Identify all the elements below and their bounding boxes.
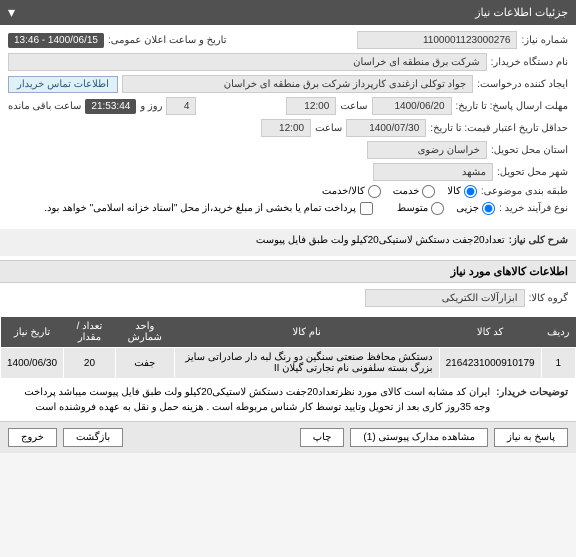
radio-pt-medium[interactable] [431, 202, 444, 215]
time-label-1: ساعت [340, 101, 367, 112]
contact-buyer-button[interactable]: اطلاعات تماس خریدار [8, 76, 118, 93]
buyer-notes-label: توضیحات خریدار: [496, 385, 568, 400]
time-label-2: ساعت [315, 123, 342, 134]
items-table: ردیف کد کالا نام کالا واحد شمارش تعداد /… [0, 317, 576, 379]
radio-both[interactable] [368, 185, 381, 198]
col-date: تاریخ نیاز [1, 317, 64, 348]
payment-note: پرداخت تمام یا بخشی از مبلغ خرید،از محل … [44, 203, 356, 214]
panel-title: جزئیات اطلاعات نیاز [475, 6, 568, 19]
cat3-label: کالا/خدمت [322, 186, 365, 197]
col-row: ردیف [541, 317, 575, 348]
valid-time: 12:00 [261, 119, 311, 137]
payment-checkbox[interactable] [360, 202, 373, 215]
category-option-both[interactable]: کالا/خدمت [322, 185, 381, 198]
purchase-type-group: جزیی متوسط [397, 202, 495, 215]
radio-service[interactable] [422, 185, 435, 198]
table-row: 1 2164231000910179 دستکش محافظ صنعتی سنگ… [1, 348, 576, 379]
cell-date: 1400/06/30 [1, 348, 64, 379]
deadline-label: مهلت ارسال پاسخ: تا تاریخ: [456, 101, 568, 112]
requester-label: ایجاد کننده درخواست: [477, 79, 568, 90]
need-number-value: 1100001123000276 [357, 31, 517, 49]
reply-button[interactable]: پاسخ به نیاز [494, 428, 568, 447]
pt1-label: جزیی [456, 203, 479, 214]
remain-value: 21:53:44 [85, 99, 136, 114]
province-value: خراسان رضوی [367, 141, 487, 159]
pt-option-small[interactable]: جزیی [456, 202, 495, 215]
buyer-value: شرکت برق منطقه ای خراسان [8, 53, 487, 71]
radio-goods[interactable] [464, 185, 477, 198]
radio-pt-small[interactable] [482, 202, 495, 215]
group-value: ابزارآلات الکتریکی [365, 289, 525, 307]
summary-box: شرح کلی نیاز: تعداد20جفت دستکش لاستیکی20… [0, 229, 576, 256]
buyer-label: نام دستگاه خریدار: [491, 57, 568, 68]
details-section: شماره نیاز: 1100001123000276 تاریخ و ساع… [0, 25, 576, 225]
deadline-date: 1400/06/20 [372, 97, 452, 115]
deadline-time: 12:00 [286, 97, 336, 115]
days-value: 4 [166, 97, 196, 115]
category-option-service[interactable]: خدمت [393, 185, 436, 198]
days-label: روز و [140, 101, 162, 112]
attachments-button[interactable]: مشاهده مدارک پیوستی (1) [350, 428, 488, 447]
category-radio-group: کالا خدمت کالا/خدمت [322, 185, 477, 198]
goods-header: اطلاعات کالاهای مورد نیاز [0, 260, 576, 283]
print-button[interactable]: چاپ [300, 428, 345, 447]
province-label: استان محل تحویل: [491, 145, 568, 156]
public-announce-label: تاریخ و ساعت اعلان عمومی: [108, 35, 227, 46]
cell-name: دستکش محافظ صنعتی سنگین دو رنگ لبه دار ص… [174, 348, 439, 379]
cell-code: 2164231000910179 [439, 348, 541, 379]
buyer-notes-section: توضیحات خریدار: ایران کد مشابه است کالای… [0, 379, 576, 421]
city-value: مشهد [373, 163, 493, 181]
pt2-label: متوسط [397, 203, 428, 214]
col-code: کد کالا [439, 317, 541, 348]
cell-row: 1 [541, 348, 575, 379]
requester-value: جواد توکلی ازغندی کارپرداز شرکت برق منطق… [122, 75, 473, 93]
summary-title-value: تعداد20جفت دستکش لاستیکی20کیلو ولت طبق ف… [256, 235, 505, 246]
panel-header: جزئیات اطلاعات نیاز ▾ [0, 0, 576, 25]
summary-title-label: شرح کلی نیاز: [509, 235, 568, 246]
col-unit: واحد شمارش [115, 317, 174, 348]
pt-option-medium[interactable]: متوسط [397, 202, 444, 215]
category-label: طبقه بندی موضوعی: [481, 186, 568, 197]
cell-unit: جفت [115, 348, 174, 379]
footer-actions: پاسخ به نیاز مشاهده مدارک پیوستی (1) چاپ… [0, 421, 576, 453]
remain-label: ساعت باقی مانده [8, 101, 81, 112]
back-button[interactable]: بازگشت [63, 428, 123, 447]
valid-date: 1400/07/30 [346, 119, 426, 137]
cat1-label: کالا [447, 186, 461, 197]
category-option-goods[interactable]: کالا [447, 185, 477, 198]
collapse-icon[interactable]: ▾ [8, 4, 15, 21]
need-number-label: شماره نیاز: [521, 35, 568, 46]
exit-button[interactable]: خروج [8, 428, 57, 447]
cat2-label: خدمت [393, 186, 420, 197]
city-label: شهر محل تحویل: [497, 167, 568, 178]
public-announce-value: 1400/06/15 - 13:46 [8, 33, 104, 48]
table-header-row: ردیف کد کالا نام کالا واحد شمارش تعداد /… [1, 317, 576, 348]
cell-qty: 20 [64, 348, 116, 379]
col-qty: تعداد / مقدار [64, 317, 116, 348]
buyer-notes-text: ایران کد مشابه است کالای مورد نظرتعداد20… [8, 385, 490, 415]
group-label: گروه کالا: [529, 293, 568, 304]
col-name: نام کالا [174, 317, 439, 348]
purchase-type-label: نوع فرآیند خرید : [499, 203, 568, 214]
valid-until-label: حداقل تاریخ اعتبار قیمت: تا تاریخ: [430, 123, 568, 134]
